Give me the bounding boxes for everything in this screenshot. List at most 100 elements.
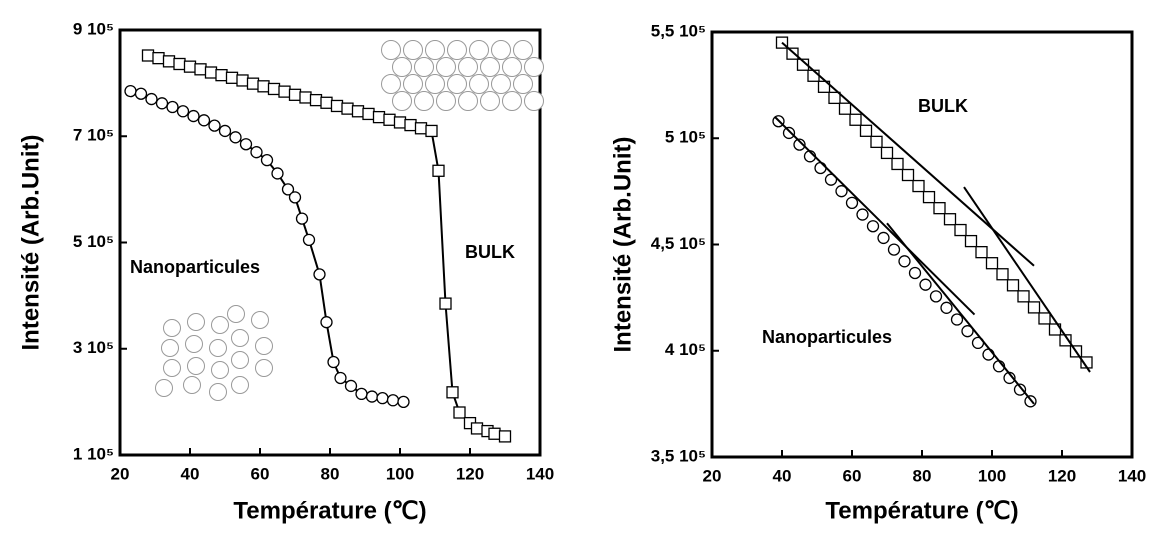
circle-marker xyxy=(1024,395,1037,408)
square-marker xyxy=(922,190,936,204)
square-marker xyxy=(404,118,417,132)
packed-particle xyxy=(513,74,533,94)
fit-line xyxy=(781,41,1035,267)
square-marker xyxy=(901,168,915,182)
loose-particle xyxy=(255,337,273,355)
particle-icons xyxy=(155,40,544,401)
packed-particle xyxy=(480,91,500,111)
circle-marker xyxy=(835,185,848,198)
packed-particle xyxy=(447,74,467,94)
square-marker xyxy=(393,116,407,129)
square-marker xyxy=(183,60,197,73)
square-marker xyxy=(786,47,799,60)
circle-marker xyxy=(355,387,368,401)
loose-particle xyxy=(209,383,227,401)
square-marker xyxy=(453,406,466,419)
square-marker xyxy=(257,80,270,93)
x-tick-label: 80 xyxy=(321,464,340,483)
square-marker xyxy=(425,124,438,138)
square-marker xyxy=(1038,312,1051,325)
square-marker xyxy=(414,122,428,135)
packed-particle xyxy=(392,91,412,111)
circle-marker xyxy=(961,325,974,338)
packed-particle xyxy=(381,74,401,94)
series-label: Nanoparticules xyxy=(130,257,260,277)
square-marker xyxy=(362,107,375,121)
loose-particle xyxy=(155,379,173,397)
square-marker xyxy=(288,88,302,101)
y-tick-label: 1 10⁵ xyxy=(73,444,114,463)
packed-particle xyxy=(524,91,544,111)
square-marker xyxy=(351,105,365,118)
circle-marker xyxy=(281,183,295,196)
packed-particle xyxy=(469,40,489,60)
circle-marker xyxy=(187,109,200,123)
circle-marker xyxy=(908,266,922,280)
packed-particle xyxy=(458,91,478,111)
square-marker xyxy=(267,82,281,96)
square-marker xyxy=(488,427,501,440)
square-marker xyxy=(891,157,904,171)
packed-particle xyxy=(524,57,544,77)
circle-marker xyxy=(887,243,901,256)
square-marker xyxy=(236,74,249,87)
circle-marker xyxy=(898,255,911,268)
square-marker xyxy=(975,245,988,259)
square-marker xyxy=(933,202,946,215)
circle-marker xyxy=(386,394,400,407)
y-axis-title: Intensité (Arb.Unit) xyxy=(609,137,636,353)
y-tick-label: 7 10⁵ xyxy=(73,126,114,145)
square-marker xyxy=(996,268,1009,281)
square-marker xyxy=(246,77,260,90)
packed-particle xyxy=(469,74,489,94)
x-tick-label: 120 xyxy=(1048,466,1076,485)
y-tick-label: 5,5 10⁵ xyxy=(651,21,706,40)
x-axis-title: Température (℃) xyxy=(825,497,1018,524)
loose-particle xyxy=(255,359,273,377)
square-marker xyxy=(838,102,852,115)
square-marker xyxy=(278,85,291,98)
circle-marker xyxy=(782,126,796,140)
circle-marker xyxy=(124,84,137,98)
circle-marker xyxy=(239,138,253,151)
packed-particle xyxy=(414,57,434,77)
square-marker xyxy=(964,234,978,248)
packed-particle xyxy=(414,91,434,111)
series-label: BULK xyxy=(918,96,968,116)
loose-particle xyxy=(163,359,181,377)
circle-marker xyxy=(166,100,179,114)
circle-marker xyxy=(208,119,221,132)
x-axis-title: Température (℃) xyxy=(233,497,426,524)
loose-particle xyxy=(161,339,179,357)
circle-marker xyxy=(320,316,333,329)
square-marker xyxy=(912,179,925,193)
circle-marker xyxy=(197,114,211,127)
circle-marker xyxy=(176,105,190,118)
panel: 20 40 60 80 100 120 140 3,5 10⁵ 4 10⁵ 4,5 10⁵ 5 10… xyxy=(609,21,1146,524)
circle-marker xyxy=(824,173,838,186)
circle-marker xyxy=(295,212,309,225)
packed-particle xyxy=(436,91,456,111)
x-tick-label: 20 xyxy=(111,464,130,483)
circle-marker xyxy=(145,92,158,106)
circle-marker xyxy=(866,220,880,233)
circle-marker xyxy=(260,154,274,167)
square-marker xyxy=(383,113,396,126)
packed-particle xyxy=(491,74,511,94)
square-marker xyxy=(849,113,862,126)
circle-marker xyxy=(919,278,932,291)
x-tick-label: 140 xyxy=(526,464,554,483)
y-tick-label: 5 10⁵ xyxy=(73,232,114,251)
y-tick-label: 3 10⁵ xyxy=(73,338,114,357)
fit-line xyxy=(886,222,1035,405)
packed-particle xyxy=(480,57,500,77)
square-marker xyxy=(320,96,333,109)
circle-marker xyxy=(845,196,859,210)
loose-particle xyxy=(211,316,229,334)
loose-particle xyxy=(251,311,269,329)
circle-marker xyxy=(302,233,316,246)
loose-particle xyxy=(231,329,249,347)
square-marker xyxy=(870,135,883,149)
circle-marker xyxy=(950,313,964,326)
